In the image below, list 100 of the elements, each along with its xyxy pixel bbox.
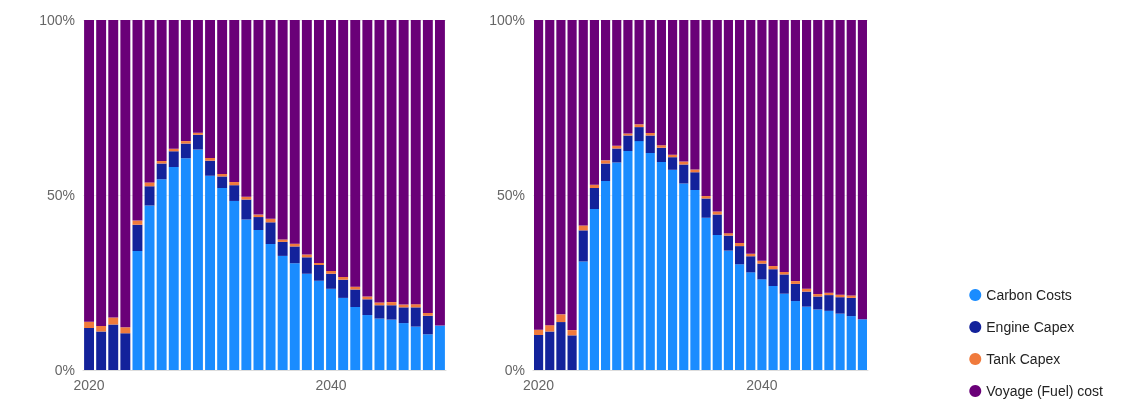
bar [634, 141, 644, 370]
bar [645, 20, 655, 134]
bar [679, 20, 689, 162]
bar [144, 205, 155, 370]
bar [656, 147, 666, 163]
bar [545, 331, 555, 370]
bar [362, 315, 373, 370]
bar [690, 20, 700, 170]
bar [623, 150, 633, 370]
bar [410, 20, 421, 305]
bar [567, 335, 577, 370]
bar [690, 172, 700, 191]
bar [192, 134, 203, 150]
bar [144, 20, 155, 183]
bar [645, 133, 655, 136]
bar [156, 179, 167, 370]
bar [545, 325, 555, 332]
bar [790, 20, 800, 282]
bar [735, 246, 745, 265]
bar [180, 20, 191, 142]
bar [301, 257, 312, 274]
bar [386, 305, 397, 320]
legend-label: Tank Capex [986, 351, 1061, 367]
bar [534, 329, 544, 335]
bar [120, 20, 131, 328]
bar [313, 280, 324, 370]
bar [84, 321, 95, 328]
bar [857, 20, 867, 320]
bar [813, 20, 823, 295]
bar [374, 305, 385, 319]
bar [779, 274, 789, 294]
bar [757, 260, 767, 264]
bar [690, 190, 700, 370]
bar [192, 149, 203, 370]
bar [217, 188, 228, 370]
bar [398, 307, 409, 324]
bar [768, 20, 778, 267]
bar [612, 162, 622, 370]
bar [253, 20, 264, 215]
bar [556, 322, 566, 370]
bar [374, 302, 385, 306]
bar [338, 276, 349, 280]
bar [350, 20, 361, 287]
bar [757, 20, 767, 261]
bar [156, 163, 167, 180]
bar [313, 262, 324, 265]
bar [601, 181, 611, 370]
bar [362, 20, 373, 297]
x-tick-label: 2020 [73, 377, 105, 393]
y-tick-label: 50% [46, 187, 75, 203]
bar [746, 256, 756, 273]
bar [265, 20, 276, 219]
bar [229, 200, 240, 370]
bar [656, 145, 666, 148]
bar [567, 330, 577, 336]
bar [712, 20, 722, 212]
bar [289, 263, 300, 370]
bar [768, 286, 778, 370]
bar [229, 182, 240, 186]
bar [802, 291, 812, 307]
bar [835, 20, 845, 295]
bar [422, 334, 433, 370]
bar [108, 324, 119, 370]
bar [374, 20, 385, 303]
bar [768, 266, 778, 270]
bar [589, 184, 599, 188]
bar [410, 307, 421, 327]
bar [835, 297, 845, 314]
bar [313, 20, 324, 263]
bar [156, 20, 167, 162]
bar [326, 273, 337, 289]
bar [229, 20, 240, 183]
bar [723, 233, 733, 236]
bar [701, 20, 711, 197]
bar [567, 20, 577, 331]
bar [578, 230, 588, 262]
bar [120, 327, 131, 334]
bar [96, 331, 107, 370]
bar [813, 296, 823, 310]
bar [374, 318, 385, 370]
bar [802, 288, 812, 292]
bar [277, 239, 288, 242]
bar [217, 176, 228, 188]
bar [253, 217, 264, 230]
bar [144, 186, 155, 206]
bar [168, 20, 179, 149]
bar [338, 297, 349, 370]
bar [790, 283, 800, 302]
bar [824, 20, 834, 293]
bar [84, 328, 95, 370]
bar [241, 196, 252, 200]
bar [410, 304, 421, 308]
bar [623, 135, 633, 151]
bar [241, 219, 252, 370]
bar [217, 20, 228, 174]
bar [578, 225, 588, 231]
bar [534, 335, 544, 370]
legend-label: Voyage (Fuel) cost [986, 383, 1104, 399]
bar [857, 319, 867, 370]
bar [132, 220, 143, 225]
